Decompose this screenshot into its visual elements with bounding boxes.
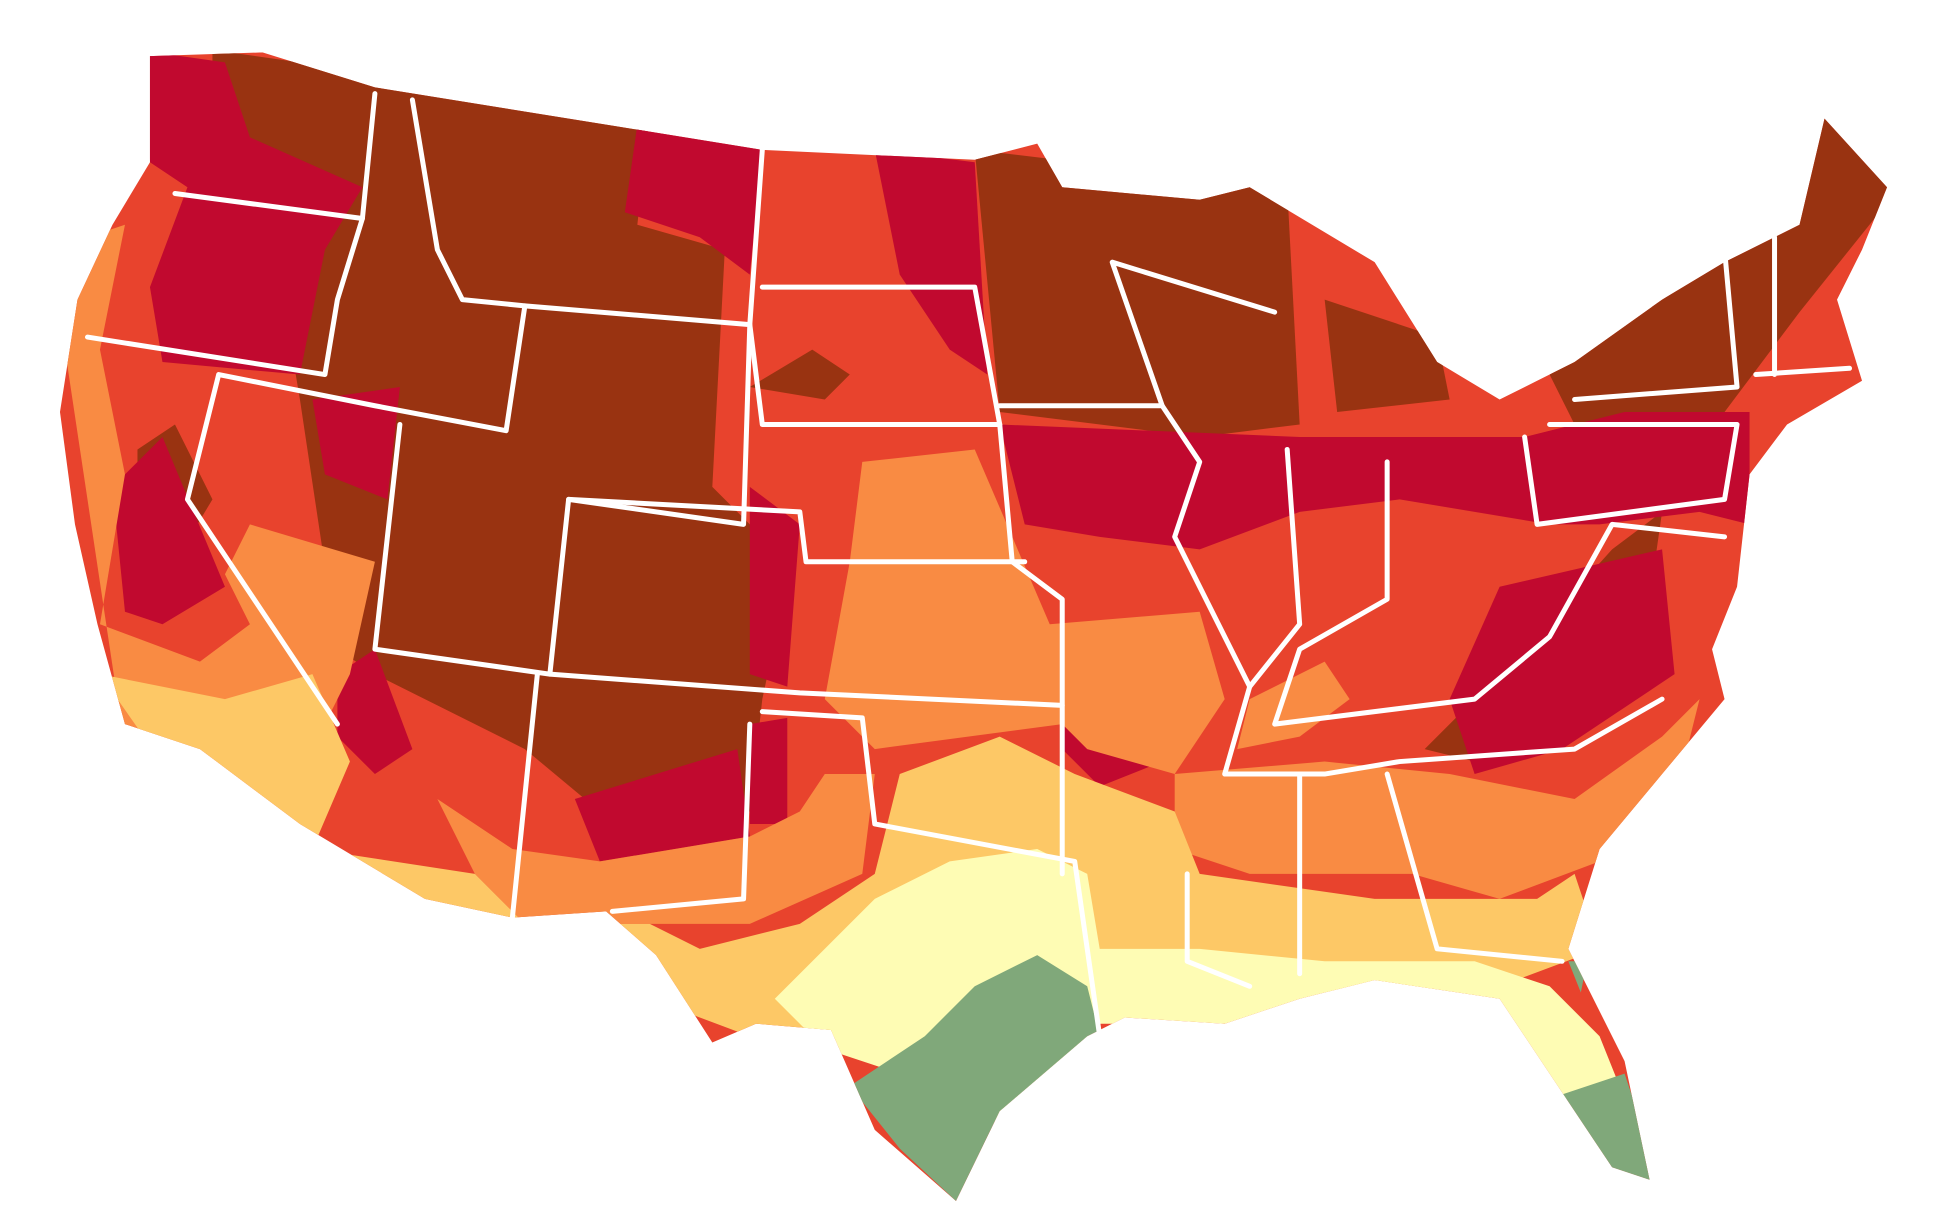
- state-border: [566, 496, 1028, 565]
- state-border: [759, 709, 1103, 1039]
- state-border: [1109, 259, 1278, 409]
- region-class-2: [337, 649, 413, 775]
- state-border: [359, 91, 378, 221]
- region-class-4: [1237, 661, 1350, 750]
- state-boundaries: [84, 91, 1853, 1039]
- region-class-4: [824, 449, 1225, 775]
- region-class-2: [874, 149, 988, 375]
- state-border: [547, 671, 1065, 708]
- state-border: [184, 97, 528, 727]
- region-class-2: [749, 717, 788, 824]
- state-border: [759, 284, 1003, 427]
- region-class-4: [1174, 699, 1700, 899]
- region-class-4: [59, 224, 375, 750]
- state-border: [997, 403, 1665, 777]
- region-class-2: [574, 749, 750, 862]
- region-class-2: [137, 52, 363, 375]
- state-border: [1184, 771, 1565, 989]
- region-class-2: [749, 486, 800, 687]
- region-class-4: [437, 774, 875, 924]
- region-class-7: [849, 955, 1100, 1202]
- state-border: [84, 191, 365, 378]
- region-class-2: [1524, 411, 1750, 525]
- state-border: [1522, 234, 1853, 527]
- region-class-2: [112, 436, 225, 625]
- region-class-2: [312, 387, 400, 500]
- region-class-2: [1449, 549, 1675, 775]
- region-class-2: [624, 124, 763, 275]
- region-class-7: [1549, 1073, 1663, 1187]
- state-border: [509, 671, 540, 921]
- state-border: [1247, 446, 1303, 690]
- region-class-1: [749, 349, 850, 400]
- region-class-1: [1324, 299, 1450, 412]
- region-class-2: [999, 424, 1550, 550]
- state-border: [1272, 459, 1728, 727]
- state-border: [609, 721, 753, 914]
- region-class-5: [99, 674, 1600, 1037]
- region-class-1: [974, 149, 1300, 437]
